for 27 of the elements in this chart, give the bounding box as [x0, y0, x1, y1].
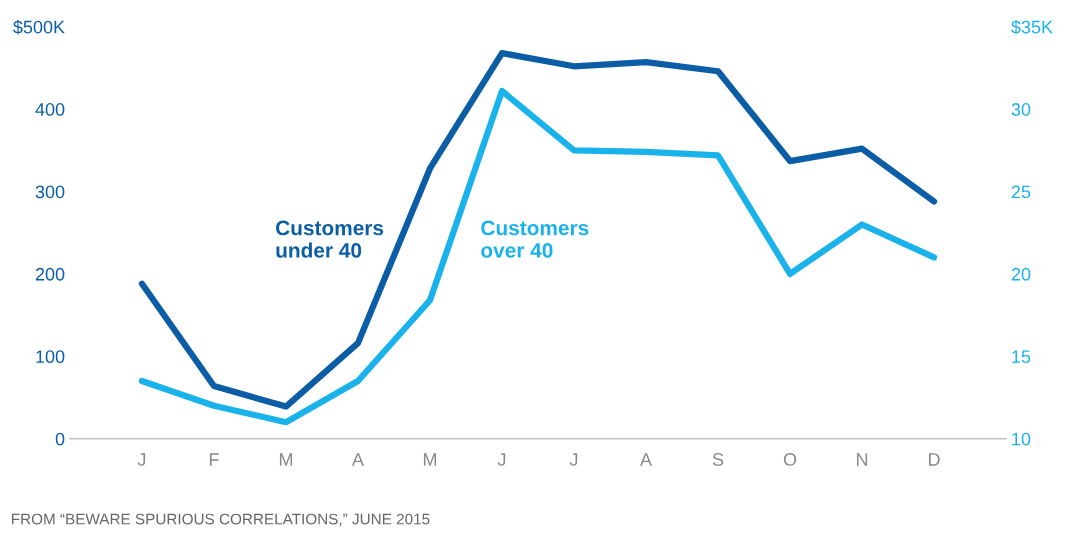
- y2-tick-label: $35K: [1011, 19, 1053, 35]
- x-tick-label: A: [351, 453, 364, 466]
- x-tick-label: N: [857, 453, 868, 466]
- x-tick-label: M: [279, 453, 293, 466]
- y2-tick-label: 15: [1012, 350, 1031, 364]
- y-tick-label: 100: [36, 350, 65, 364]
- y-tick-label: $500K: [13, 19, 65, 35]
- y2-tick-label: 25: [1011, 185, 1031, 199]
- text: FROM “BEWARE SPURIOUS CORRELATIONS,” JUNE 2015: [12, 513, 430, 527]
- y2-tick-label: 20: [1011, 267, 1031, 281]
- y-tick-label: 0: [55, 432, 65, 446]
- x-tick-label: F: [209, 453, 219, 466]
- y2-tick-label: 30: [1011, 103, 1031, 116]
- x-tick-label: M: [423, 453, 437, 466]
- series-label: Customers under 40: [276, 220, 384, 258]
- x-tick-label: O: [783, 453, 797, 466]
- x-tick-label: J: [137, 453, 146, 466]
- y-tick-label: 400: [35, 103, 65, 116]
- y2-tick-label: 10: [1012, 432, 1031, 446]
- y-tick-label: 300: [35, 185, 65, 199]
- x-tick-label: J: [497, 453, 506, 466]
- x-tick-label: S: [712, 453, 724, 466]
- y-tick-label: 200: [35, 267, 65, 281]
- x-tick-label: A: [640, 453, 652, 466]
- x-tick-label: J: [569, 453, 578, 466]
- series-label: Customers over 40: [481, 220, 589, 258]
- x-tick-label: D: [929, 453, 940, 466]
